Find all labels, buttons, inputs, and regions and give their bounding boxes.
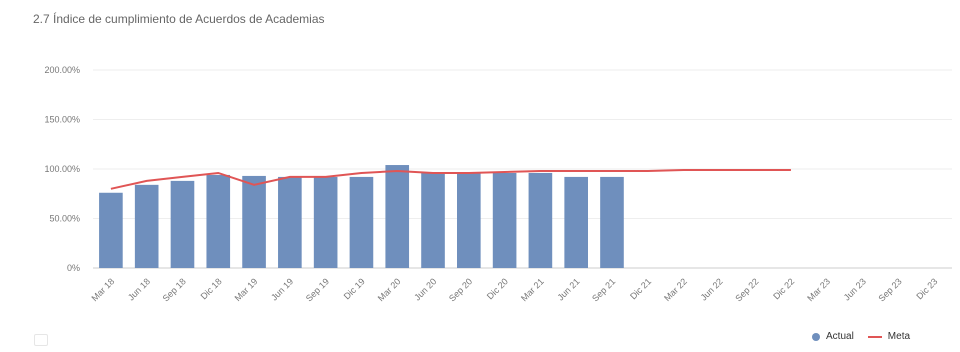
- y-tick-label: 150.00%: [44, 115, 80, 125]
- bar-actual: [349, 176, 374, 268]
- x-tick-label: Dic 22: [771, 276, 796, 301]
- y-tick-label: 0%: [67, 263, 80, 273]
- bar-actual: [170, 180, 195, 268]
- bar-actual: [385, 165, 410, 268]
- x-tick-label: Mar 21: [519, 276, 546, 303]
- bar-actual: [564, 176, 588, 268]
- x-tick-label: Mar 19: [233, 276, 260, 303]
- x-tick-label: Dic 23: [914, 276, 939, 301]
- bar-actual: [134, 184, 159, 268]
- x-tick-label: Mar 20: [376, 276, 403, 303]
- x-tick-label: Dic 19: [342, 276, 367, 301]
- x-tick-label: Dic 18: [199, 276, 224, 301]
- x-tick-label: Sep 18: [161, 276, 188, 303]
- legend-item-actual[interactable]: Actual: [812, 331, 854, 342]
- chart-title: 2.7 Índice de cumplimiento de Acuerdos d…: [33, 12, 325, 26]
- bar-actual: [600, 176, 624, 268]
- x-tick-label: Jun 19: [269, 276, 295, 302]
- x-tick-label: Jun 20: [412, 276, 438, 302]
- x-tick-label: Sep 21: [590, 276, 617, 303]
- y-tick-label: 200.00%: [44, 65, 80, 75]
- bar-actual: [421, 172, 445, 268]
- x-tick-label: Sep 23: [876, 276, 903, 303]
- y-tick-label: 100.00%: [44, 164, 80, 174]
- x-tick-label: Jun 21: [555, 276, 581, 302]
- bar-actual: [492, 172, 517, 268]
- legend-actual-label: Actual: [826, 331, 854, 342]
- menu-icon[interactable]: [34, 334, 48, 346]
- legend-item-meta[interactable]: Meta: [867, 331, 911, 342]
- bar-actual: [528, 172, 553, 268]
- x-tick-label: Sep 20: [447, 276, 474, 303]
- bar-actual: [206, 174, 231, 268]
- x-tick-label: Mar 23: [805, 276, 832, 303]
- x-tick-label: Mar 22: [662, 276, 689, 303]
- x-tick-label: Sep 22: [733, 276, 760, 303]
- bar-actual: [242, 175, 266, 268]
- legend: Actual Meta: [812, 331, 924, 342]
- bar-actual: [99, 192, 123, 268]
- x-tick-label: Sep 19: [304, 276, 331, 303]
- x-tick-label: Mar 18: [89, 276, 116, 303]
- bar-actual: [278, 176, 302, 268]
- legend-meta-swatch: [867, 335, 882, 338]
- bar-actual: [457, 172, 481, 268]
- x-tick-label: Jun 22: [699, 276, 725, 302]
- legend-meta-label: Meta: [887, 331, 911, 342]
- bar-actual: [313, 176, 338, 268]
- x-tick-label: Dic 21: [628, 276, 653, 301]
- legend-actual-swatch: [812, 332, 820, 341]
- y-tick-label: 50.00%: [49, 214, 80, 224]
- x-tick-label: Jun 23: [842, 276, 868, 302]
- x-tick-label: Jun 18: [126, 276, 152, 302]
- x-tick-label: Dic 20: [485, 276, 510, 301]
- line-meta: [110, 168, 791, 190]
